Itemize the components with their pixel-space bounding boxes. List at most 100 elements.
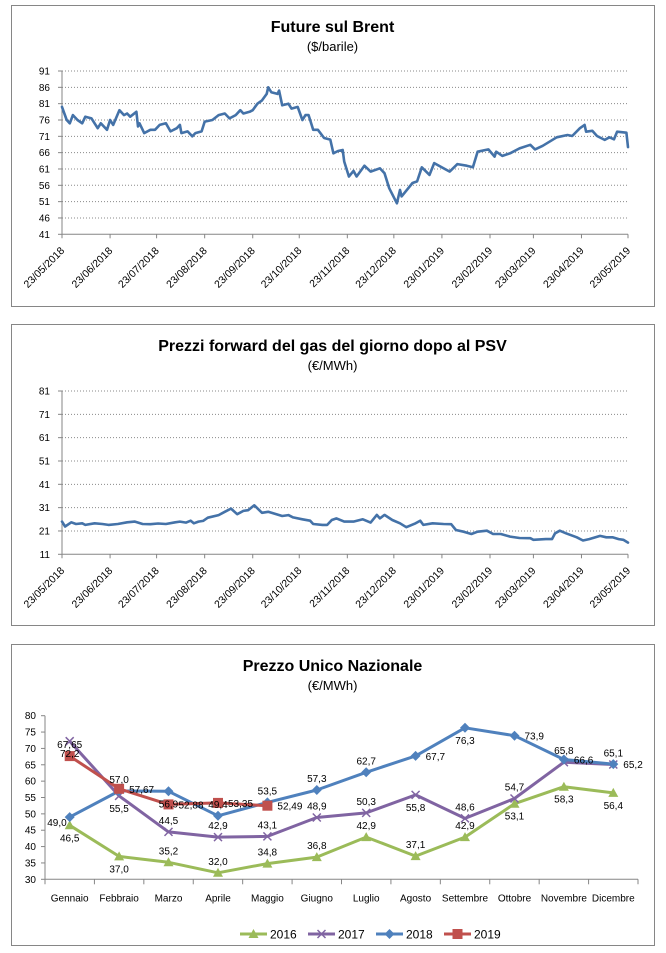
data-label: 49,4 [208, 800, 228, 811]
y-tick-label: 41 [39, 230, 51, 241]
data-label: 57,67 [129, 785, 154, 796]
data-label: 48,9 [307, 802, 327, 813]
data-label: 73,9 [525, 732, 545, 743]
data-label: 50,3 [356, 797, 376, 808]
diamond-marker [213, 810, 223, 821]
triangle-marker [64, 820, 75, 830]
data-label: 46,5 [60, 833, 80, 844]
category-label: Marzo [155, 893, 183, 904]
triangle-marker [509, 798, 520, 808]
triangle-marker [163, 857, 174, 867]
chart-subtitle: (€/MWh) [308, 358, 358, 373]
category-label: Novembre [541, 893, 588, 904]
diamond-marker [361, 767, 372, 778]
chart-subtitle: (€/MWh) [308, 678, 358, 693]
square-marker [114, 783, 125, 794]
x-marker [262, 831, 272, 841]
y-tick-label: 35 [25, 858, 37, 869]
x-marker [65, 736, 75, 746]
diamond-marker [558, 754, 569, 765]
data-label: 72,2 [60, 749, 80, 760]
y-tick-label: 46 [39, 214, 51, 225]
y-tick-label: 70 [25, 744, 37, 755]
plot-area: 80 75 70 65 60 55 50 45 40 35 30 Gennaio Febbraio Mar… [25, 711, 643, 904]
series-line [60, 86, 630, 205]
y-tick-label: 40 [25, 842, 37, 853]
data-label: 58,3 [554, 795, 574, 806]
y-tick-label: 50 [25, 809, 37, 820]
chart-pun: Prezzo Unico Nazionale (€/MWh) 80 75 70 65 6… [11, 644, 655, 946]
category-label: Maggio [251, 893, 284, 904]
data-label: 48,6 [455, 802, 475, 813]
x-marker [509, 793, 520, 804]
triangle-marker [213, 867, 223, 877]
data-label: 65,2 [623, 760, 643, 771]
diamond-marker [311, 785, 322, 795]
data-label: 67,65 [57, 740, 82, 751]
y-tick-label: 51 [39, 457, 51, 468]
data-label: 76,3 [455, 736, 475, 747]
chart-brent-futures: Future sul Brent ($/barile) 91 86 81 76 71 66… [11, 5, 655, 307]
legend-label: 2016 [270, 928, 297, 942]
data-label: 37,1 [406, 840, 426, 851]
category-label: Settembre [442, 893, 489, 904]
x-marker [411, 790, 421, 800]
triangle-marker [311, 852, 322, 862]
chart-subtitle: ($/barile) [307, 39, 358, 54]
data-label: 44,5 [159, 816, 179, 827]
diamond-marker [410, 750, 421, 761]
data-label: 55,8 [406, 803, 426, 814]
y-tick-label: 61 [39, 165, 51, 176]
data-label: 36,8 [307, 841, 327, 852]
category-label: Luglio [353, 893, 380, 904]
series-line-2018 [68, 726, 614, 819]
diamond-marker [608, 759, 619, 770]
y-tick-label: 75 [25, 728, 37, 739]
chart-title: Future sul Brent [271, 19, 395, 36]
square-marker [64, 751, 75, 762]
y-tick-label: 11 [40, 550, 51, 561]
y-tick-label: 51 [39, 197, 51, 208]
data-label: 66,6 [574, 756, 594, 767]
diamond-marker [64, 812, 75, 823]
triangle-marker [608, 787, 619, 797]
data-label: 37,0 [109, 864, 129, 875]
square-marker [213, 797, 223, 808]
legend-item-2017: 2017 [308, 928, 365, 942]
y-tick-label: 71 [39, 410, 51, 421]
chart-psv-gas-forward: Prezzi forward del gas del giorno dopo a… [11, 324, 655, 626]
series-line-2017 [68, 740, 614, 839]
triangle-marker [410, 851, 421, 861]
data-label: 67,7 [426, 752, 446, 763]
data-label: 65,8 [554, 746, 574, 757]
x-marker [163, 827, 174, 837]
data-label: 53,1 [505, 812, 525, 823]
chart-title: Prezzo Unico Nazionale [243, 658, 423, 675]
legend: 2016 2017 2018 2019 [240, 928, 501, 942]
y-tick-label: 66 [39, 148, 51, 159]
y-tick-label: 56 [39, 181, 51, 192]
data-label: 43,1 [258, 820, 278, 831]
y-tick-label: 45 [25, 826, 37, 837]
y-tick-label: 21 [39, 527, 51, 538]
diamond-marker [509, 730, 520, 741]
y-tick-label: 60 [25, 777, 37, 788]
chart-title: Prezzi forward del gas del giorno dopo a… [158, 338, 507, 355]
y-tick-label: 91 [39, 67, 51, 78]
legend-item-2016: 2016 [240, 928, 297, 942]
square-marker [262, 800, 273, 811]
data-label: 56,9 [159, 799, 179, 810]
data-label: 53,35 [228, 799, 253, 810]
y-tick-label: 86 [39, 83, 51, 94]
x-marker [213, 832, 223, 842]
data-label: 65,1 [604, 749, 624, 760]
triangle-marker [248, 929, 259, 938]
category-label: Agosto [400, 893, 432, 904]
data-label: 52,49 [277, 802, 302, 813]
y-tick-label: 81 [39, 387, 51, 398]
category-label: Dicembre [592, 893, 635, 904]
data-label: 42,9 [356, 821, 376, 832]
category-label: Giugno [301, 893, 334, 904]
diamond-marker [460, 722, 470, 733]
